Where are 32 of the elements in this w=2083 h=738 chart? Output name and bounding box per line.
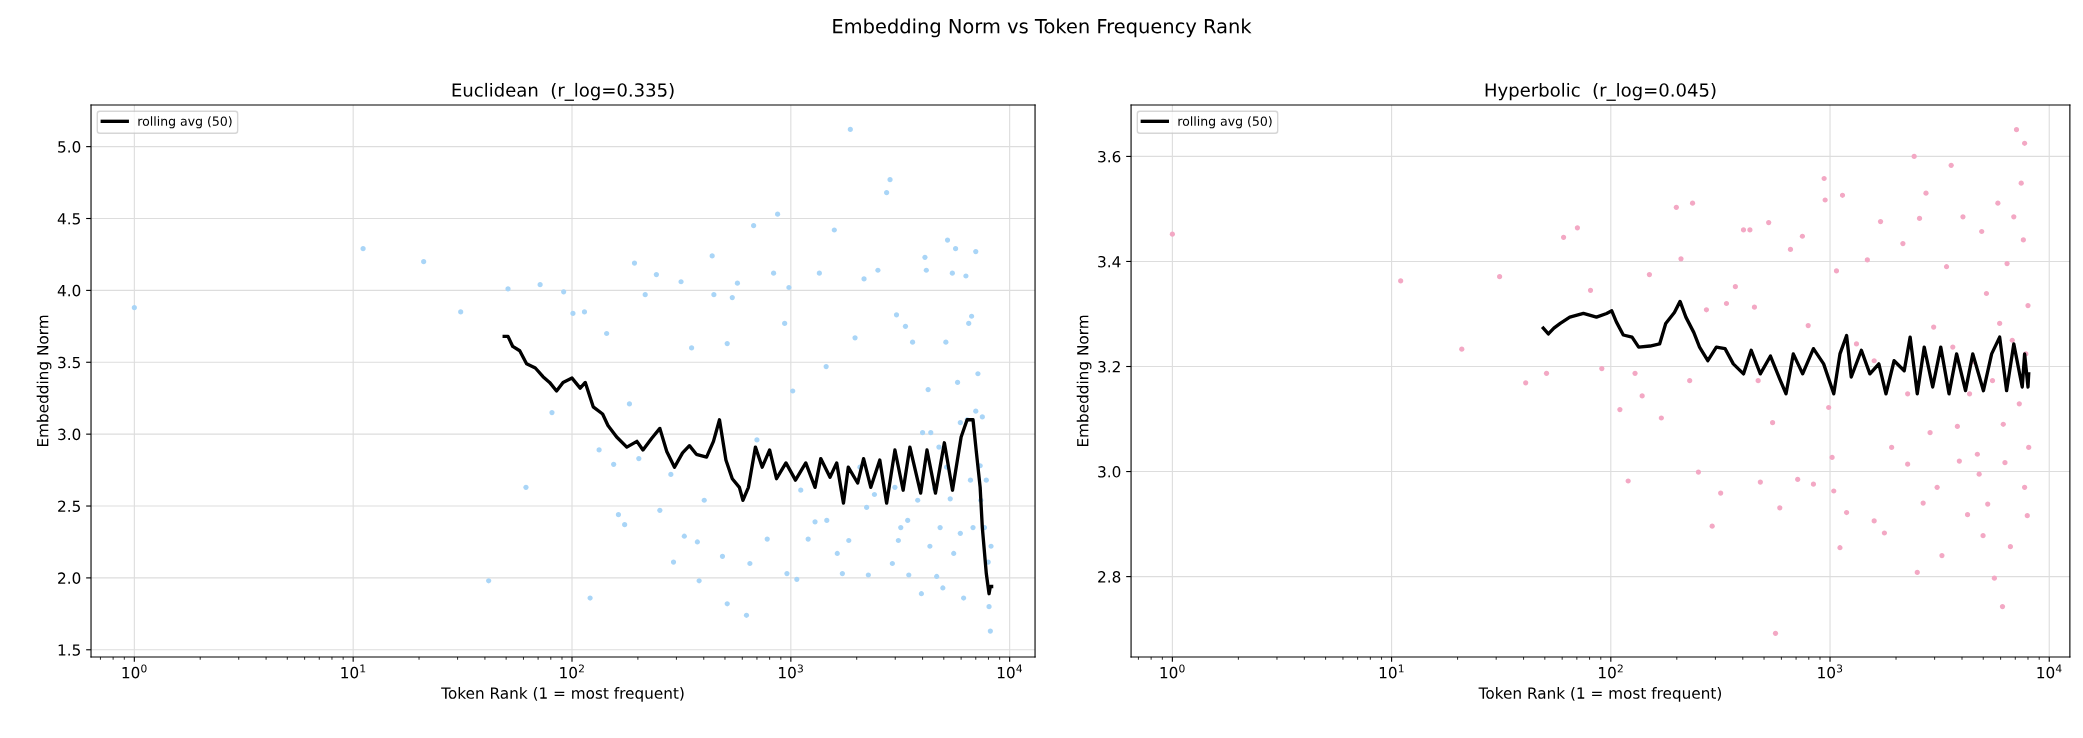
y-tick-label: 3.0 [58,428,81,441]
legend-label: rolling avg (50) [138,116,232,129]
y-tick-label: 5.0 [58,141,81,153]
y-tick-label: 3.2 [1098,360,1120,373]
chart-title: Hyperbolic (r_log=0.045) [1485,82,1716,101]
x-tick-label: 10$^{3}$ [1818,664,1843,679]
x-tick-label: 10$^{0}$ [122,664,147,679]
text: Embedding Norm vs Token Frequency Rank [833,18,1252,38]
y-tick-label: 4.0 [57,284,81,297]
y-tick-label: 3.6 [1098,150,1121,163]
x-tick-label: 10$^{2}$ [560,664,584,679]
y-tick-label: 2.0 [58,572,81,584]
y-axis-title: Embedding Norm [36,315,52,447]
y-tick-label: 3.0 [1098,466,1121,478]
y-tick-label: 3.5 [58,356,80,369]
x-tick-label: 10$^{0}$ [1160,664,1185,679]
y-tick-label: 1.5 [58,644,80,656]
y-axis-title: Embedding Norm [1076,315,1092,447]
chart-title: Euclidean (r_log=0.335) [452,82,674,101]
x-tick-label: 10$^{4}$ [2037,664,2062,679]
x-tick-label: 10$^{3}$ [779,664,803,679]
x-axis-title: Token Rank (1 = most frequent) [1478,687,1722,702]
x-tick-label: 10$^{2}$ [1599,664,1623,679]
x-axis-title: Token Rank (1 = most frequent) [441,687,684,702]
y-tick-label: 4.5 [57,213,80,225]
x-tick-label: 10$^{1}$ [1379,664,1404,679]
y-tick-label: 3.4 [1098,255,1121,268]
x-tick-label: 10$^{1}$ [341,664,366,679]
y-tick-label: 2.5 [58,500,80,513]
x-tick-label: 10$^{4}$ [997,664,1023,679]
legend-label: rolling avg (50) [1178,116,1272,129]
y-tick-label: 2.8 [1098,571,1121,583]
